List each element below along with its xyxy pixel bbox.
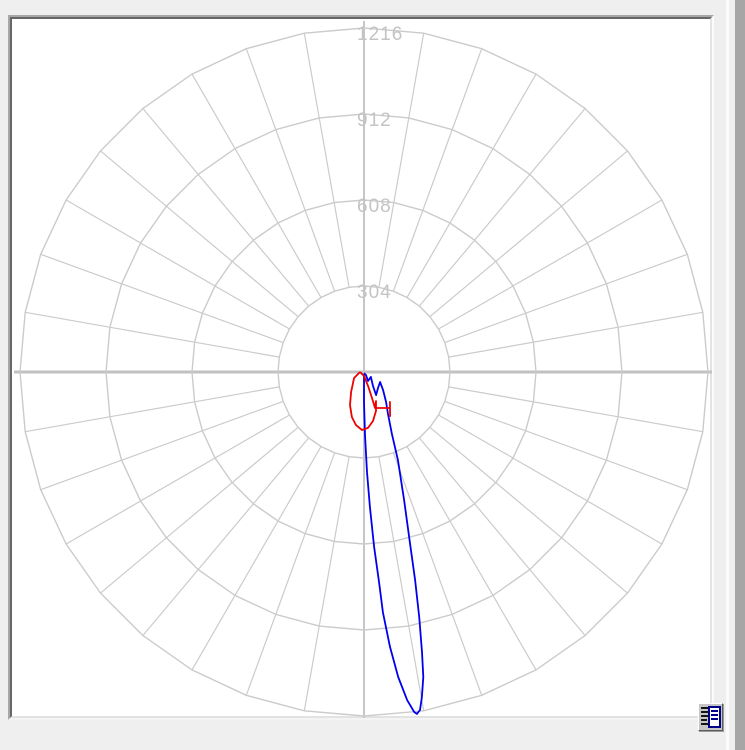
grid-spoke: [245, 48, 336, 292]
grid-spoke: [444, 253, 688, 344]
window-edge-highlight: [726, 0, 729, 750]
window-edge-band: [735, 0, 745, 750]
grid-spoke: [448, 311, 703, 358]
grid-spoke: [25, 386, 280, 433]
radial-tick-label-608: 608: [357, 196, 392, 217]
grid-spoke: [392, 48, 483, 292]
grid-spoke: [418, 437, 586, 636]
grid-spoke: [40, 253, 284, 344]
grid-spoke: [142, 437, 310, 636]
grid-spoke: [444, 400, 688, 491]
document-view-button[interactable]: [698, 703, 723, 731]
vertical-plane-curve: [363, 372, 425, 715]
grid-spoke: [392, 452, 483, 696]
radial-tick-label-1216: 1216: [357, 24, 404, 45]
grid-spoke: [25, 311, 280, 358]
grid-spoke: [303, 456, 350, 711]
grid-spoke: [40, 400, 284, 491]
grid-spoke: [406, 73, 537, 298]
grid-spoke: [191, 446, 322, 671]
grid-spoke: [100, 426, 299, 594]
grid-spoke: [448, 386, 703, 433]
grid-spoke: [142, 108, 310, 307]
grid-spoke: [378, 456, 425, 711]
chart-area: 304 608 912 1216: [14, 21, 712, 718]
panel-sunken-border: 304 608 912 1216: [10, 17, 712, 718]
radial-tick-label-304: 304: [357, 282, 392, 303]
grid-spoke: [303, 33, 350, 288]
horizontal-plane-curve: [349, 371, 392, 431]
grid-spoke: [429, 426, 628, 594]
grid-spoke: [100, 150, 299, 318]
polar-candela-chart: [14, 21, 712, 718]
grid-spoke: [406, 446, 537, 671]
grid-spoke: [438, 414, 663, 545]
grid-spoke: [418, 108, 586, 307]
icon-text-lines: [701, 707, 711, 727]
grid-spoke: [429, 150, 628, 318]
grid-spoke: [438, 199, 663, 330]
grid-spoke: [65, 414, 290, 545]
polar-chart-panel: 304 608 912 1216: [8, 15, 714, 720]
icon-page: [708, 706, 721, 728]
radial-tick-label-912: 912: [357, 110, 392, 131]
grid-spoke: [65, 199, 290, 330]
grid-spoke: [191, 73, 322, 298]
grid-spoke: [378, 33, 425, 288]
grid-spoke: [245, 452, 336, 696]
